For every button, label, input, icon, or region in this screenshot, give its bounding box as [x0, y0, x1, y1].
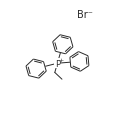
Text: +: +	[58, 57, 64, 62]
Text: P: P	[55, 59, 60, 68]
Text: Br⁻: Br⁻	[77, 10, 93, 20]
